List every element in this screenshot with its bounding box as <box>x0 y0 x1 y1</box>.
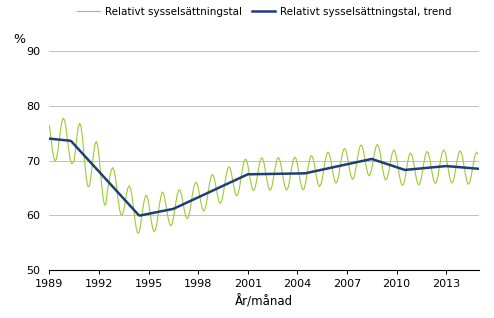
Relativt sysselsättningstal, trend <box>137 213 143 217</box>
Relativt sysselsättningstal <box>475 152 481 156</box>
Legend: Relativt sysselsättningstal, Relativt sysselsättningstal, trend: Relativt sysselsättningstal, Relativt sy… <box>73 3 456 21</box>
X-axis label: År/månad: År/månad <box>235 295 293 308</box>
Relativt sysselsättningstal <box>154 222 160 225</box>
Relativt sysselsättningstal, trend <box>212 188 218 191</box>
Relativt sysselsättningstal, trend <box>151 211 157 215</box>
Relativt sysselsättningstal, trend <box>153 211 159 214</box>
Relativt sysselsättningstal <box>213 185 219 189</box>
Line: Relativt sysselsättningstal, trend: Relativt sysselsättningstal, trend <box>49 139 478 215</box>
Y-axis label: %: % <box>13 33 25 46</box>
Relativt sysselsättningstal, trend <box>318 168 324 172</box>
Relativt sysselsättningstal <box>60 116 66 120</box>
Relativt sysselsättningstal <box>46 124 52 128</box>
Relativt sysselsättningstal, trend <box>46 137 52 141</box>
Line: Relativt sysselsättningstal: Relativt sysselsättningstal <box>49 118 478 233</box>
Relativt sysselsättningstal <box>153 228 159 232</box>
Relativt sysselsättningstal <box>71 159 77 162</box>
Relativt sysselsättningstal, trend <box>70 141 76 145</box>
Relativt sysselsättningstal <box>319 177 325 181</box>
Relativt sysselsättningstal <box>281 178 287 182</box>
Relativt sysselsättningstal <box>134 231 140 235</box>
Relativt sysselsättningstal, trend <box>475 167 481 171</box>
Relativt sysselsättningstal, trend <box>279 172 285 176</box>
